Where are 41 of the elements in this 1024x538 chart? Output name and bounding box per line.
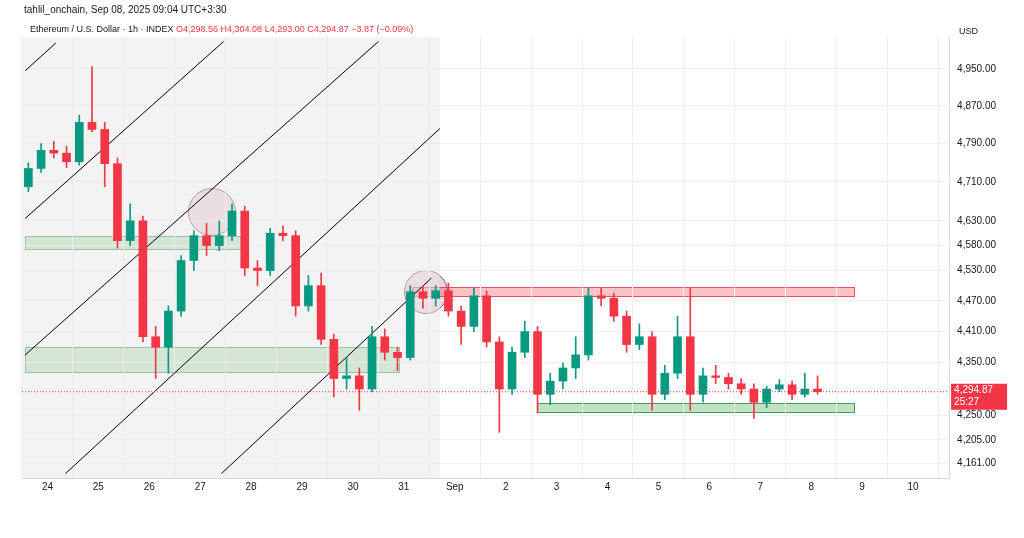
y-tick-label: 4,250.00 [957, 409, 997, 421]
x-tick-label: 8 [808, 480, 815, 492]
text: tahlil_onchain, Sep 08, 2025 09:04 UTC+3:30 [24, 4, 227, 15]
y-tick-label: 4,410.00 [957, 325, 997, 337]
y-tick-label: 4,630.00 [957, 214, 997, 226]
candlestick [87, 66, 97, 133]
y-axis-title: USD [959, 25, 979, 36]
x-tick-label: 4 [604, 480, 611, 492]
x-tick-label: 9 [859, 480, 866, 492]
y-tick-label: 4,950.00 [957, 62, 997, 74]
y-tick-label: 4,710.00 [957, 175, 997, 187]
y-tick-label: 4,530.00 [957, 264, 997, 276]
x-tick-label: Sep [445, 480, 465, 492]
y-tick-label: 4,470.00 [957, 294, 997, 306]
text: 25:27 [954, 396, 980, 408]
x-tick-label: 6 [706, 480, 713, 492]
x-tick-label: 2 [502, 480, 509, 492]
ref-line-label: 4,294.87 [954, 384, 994, 396]
y-tick-label: 4,870.00 [957, 99, 997, 111]
candlestick [596, 287, 606, 307]
y-tick-label: 4,161.00 [957, 457, 997, 469]
x-tick-label: 27 [194, 480, 207, 492]
y-tick-label: 4,580.00 [957, 239, 997, 251]
chart-subtitle: O4,298.56 H4,304.08 L4,293.00 C4,294.87 −3.87 (−0.09%) [176, 24, 414, 34]
x-tick-label: 24 [41, 480, 54, 492]
x-tick-label: 31 [398, 480, 410, 492]
x-tick-label: 3 [553, 480, 560, 492]
chart-title: Ethereum / U.S. Dollar · 1h · INDEX [30, 24, 174, 34]
y-tick-label: 4,350.00 [957, 356, 997, 368]
x-tick-label: 25 [92, 480, 105, 492]
y-tick-label: 4,205.00 [957, 433, 997, 445]
candlestick [711, 365, 721, 385]
x-tick-label: 29 [296, 480, 309, 492]
x-tick-label: 10 [907, 480, 920, 492]
x-tick-label: 5 [655, 480, 662, 492]
x-tick-label: 28 [245, 480, 258, 492]
x-tick-label: 30 [347, 480, 359, 492]
y-tick-label: 4,790.00 [957, 137, 997, 149]
x-tick-label: 7 [757, 480, 764, 492]
candlestick [49, 140, 59, 159]
x-tick-label: 26 [143, 480, 156, 492]
